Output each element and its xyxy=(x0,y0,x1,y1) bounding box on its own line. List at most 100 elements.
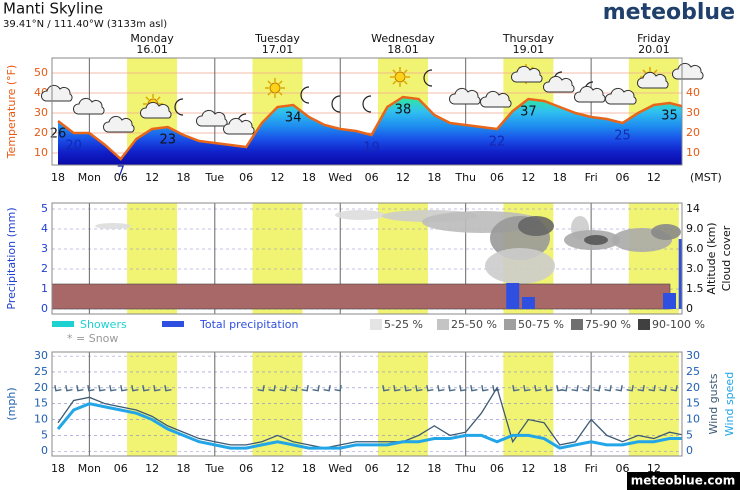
daylight-band xyxy=(252,352,303,456)
wind-arrow xyxy=(523,384,531,392)
x-tick-label: 18 xyxy=(302,462,316,475)
x-tick-label: Mon xyxy=(78,171,101,184)
y-axis-title: (mph) xyxy=(5,387,18,420)
y-tick-label: 20 xyxy=(34,126,48,139)
cloud-icon xyxy=(479,90,512,108)
plot-frame xyxy=(51,202,683,315)
wind-arrow xyxy=(404,384,412,392)
temperature-label: 26 xyxy=(50,127,67,142)
wind-arrow xyxy=(560,384,568,392)
x-tick-label: 18 xyxy=(553,462,567,475)
y2-tick-label: 0 xyxy=(686,444,693,457)
y2-tick-label: 5 xyxy=(686,428,693,441)
wind-arrow xyxy=(459,384,467,392)
x-tick-label: 12 xyxy=(647,462,661,475)
wind-arrow xyxy=(571,384,579,392)
wind-arrow xyxy=(65,384,73,392)
cloud-icon xyxy=(671,62,704,80)
cloud-legend-swatch xyxy=(638,319,650,330)
wind-arrow xyxy=(393,384,401,392)
x-tick-label: 18 xyxy=(176,462,190,475)
cloud-cover xyxy=(651,224,681,240)
wind-arrow xyxy=(279,384,287,392)
cloud-icon xyxy=(542,75,575,93)
temperature-label: 38 xyxy=(395,103,412,118)
wind-arrow xyxy=(290,384,298,392)
moon-icon xyxy=(362,95,372,113)
x-tick-label: 18 xyxy=(51,462,65,475)
x-tick-label: 06 xyxy=(615,462,629,475)
y2-tick-label: 20 xyxy=(686,126,700,139)
cloud-icon xyxy=(40,84,73,102)
day-date: 20.01 xyxy=(638,43,670,56)
wind-arrow xyxy=(615,384,623,392)
sun-ray xyxy=(156,96,161,101)
y-tick-label: 1 xyxy=(41,282,48,295)
cloud-legend-swatch xyxy=(571,319,583,330)
y-tick-label: 0 xyxy=(41,302,48,315)
precip-bar xyxy=(506,283,520,309)
cloud-legend-label: 90-100 % xyxy=(652,318,705,331)
cloud-icon xyxy=(448,87,481,105)
brand-logo: meteoblue xyxy=(603,0,735,25)
precip-bar xyxy=(678,239,682,309)
cloud-cover xyxy=(584,235,608,245)
temperature-label: 23 xyxy=(159,133,176,148)
y-tick-label: 10 xyxy=(34,413,48,426)
sun-ray xyxy=(653,69,658,74)
weather-icons xyxy=(40,62,704,135)
x-tick-label: 18 xyxy=(51,171,65,184)
x-tick-label: 06 xyxy=(239,171,253,184)
temperature-area xyxy=(58,97,682,165)
legend-label: Showers xyxy=(80,318,127,331)
plot-frame xyxy=(51,57,683,166)
wind-arrow xyxy=(582,384,590,392)
legend-note: * = Snow xyxy=(67,332,118,345)
wind-arrow xyxy=(593,384,601,392)
wind-arrow xyxy=(670,384,678,392)
y-tick-label: 50 xyxy=(34,66,48,79)
legend-swatch xyxy=(52,321,74,327)
sun-ray xyxy=(278,80,283,85)
temperature-label: 7 xyxy=(117,165,125,180)
location-title: Manti Skyline xyxy=(3,0,103,18)
wind-arrow xyxy=(334,384,342,392)
temperature-label: 25 xyxy=(614,129,631,144)
legend-label: Wind gusts xyxy=(707,373,720,434)
wind-arrow xyxy=(87,384,95,392)
x-tick-label: Tue xyxy=(204,171,224,184)
wind-arrow xyxy=(164,384,172,392)
sun-icon xyxy=(394,71,406,83)
sun-ray xyxy=(267,80,272,85)
y-axis-title: Temperature (°F) xyxy=(5,65,18,160)
wind-arrow xyxy=(470,384,478,392)
y-axis-title: Precipitation (mm) xyxy=(5,207,18,309)
wind-arrow xyxy=(648,384,656,392)
moon-icon xyxy=(331,95,341,113)
sun-ray xyxy=(392,69,397,74)
y-tick-label: 4 xyxy=(41,222,48,235)
sun-ray xyxy=(145,96,150,101)
wind-arrow xyxy=(257,384,265,392)
x-tick-label: 06 xyxy=(365,171,379,184)
y2-tick-label: 30 xyxy=(686,349,700,362)
y-tick-label: 15 xyxy=(34,397,48,410)
x-tick-label: 12 xyxy=(647,171,661,184)
y-tick-label: 30 xyxy=(34,349,48,362)
x-tick-label: 06 xyxy=(490,171,504,184)
x-tick-label: Wed xyxy=(328,462,352,475)
y-tick-label: 25 xyxy=(34,365,48,378)
y2-tick-label: 15 xyxy=(686,397,700,410)
plot-frame xyxy=(51,351,683,457)
day-name: Friday xyxy=(637,32,671,45)
y-tick-label: 20 xyxy=(34,381,48,394)
x-tick-label: 18 xyxy=(302,171,316,184)
x-tick-label: 12 xyxy=(145,462,159,475)
cloud-cover xyxy=(518,216,554,236)
cloud-cover xyxy=(485,248,555,284)
temperature-label: 22 xyxy=(489,135,506,150)
cloud-icon xyxy=(72,97,105,115)
x-tick-label: Mon xyxy=(78,462,101,475)
temperature-label: 34 xyxy=(285,111,302,126)
y-tick-label: 3 xyxy=(41,242,48,255)
